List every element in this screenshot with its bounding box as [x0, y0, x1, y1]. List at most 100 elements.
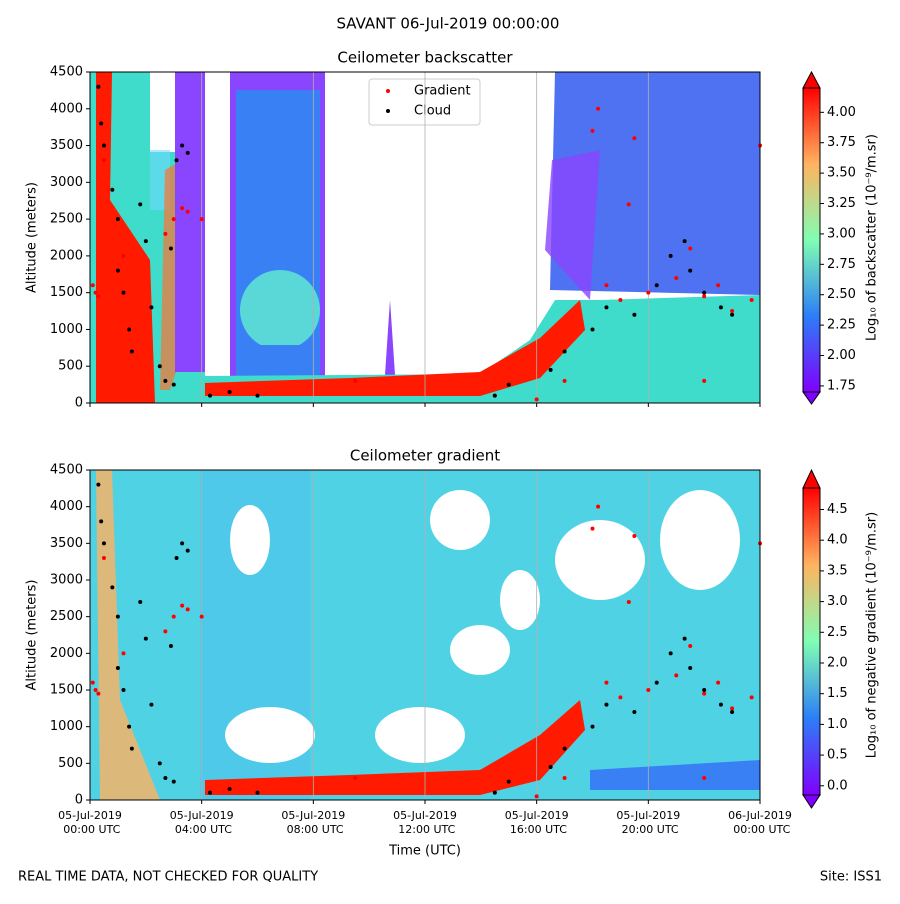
- point: [171, 382, 176, 387]
- point: [96, 84, 101, 89]
- point: [121, 290, 126, 295]
- colorbar-tick-label: 3.25: [827, 196, 856, 211]
- y-tick-label: 2000: [50, 248, 83, 263]
- point: [163, 776, 168, 780]
- point: [353, 378, 358, 383]
- point: [99, 519, 104, 524]
- point: [185, 209, 190, 214]
- point: [548, 765, 553, 769]
- point: [562, 349, 567, 354]
- point: [171, 779, 176, 784]
- point: [168, 644, 173, 648]
- point: [534, 397, 539, 402]
- point: [702, 290, 707, 295]
- point: [730, 309, 735, 314]
- point: [730, 710, 735, 714]
- legend-marker: [386, 109, 390, 113]
- point: [180, 143, 185, 148]
- point: [163, 629, 168, 634]
- point: [185, 150, 190, 155]
- colorbar-tick-label: 2.00: [827, 348, 856, 363]
- colorbar-tick-label: 3.00: [827, 226, 856, 241]
- point: [208, 790, 213, 795]
- point: [562, 746, 567, 751]
- legend: Gradient Cloud: [368, 78, 481, 126]
- y-axis-label: Altitude (meters): [25, 580, 40, 691]
- point: [171, 217, 176, 222]
- point: [138, 202, 143, 207]
- point: [674, 275, 679, 280]
- point: [562, 378, 567, 383]
- legend-box: [368, 78, 481, 126]
- point: [590, 724, 595, 729]
- point: [180, 206, 185, 211]
- point: [143, 636, 148, 641]
- y-tick-label: 3000: [50, 573, 83, 588]
- point: [618, 298, 623, 303]
- colorbar-tick-label: 4.00: [827, 105, 856, 120]
- point: [688, 666, 693, 670]
- point: [115, 217, 120, 222]
- point: [127, 327, 132, 332]
- point: [127, 724, 132, 729]
- point: [492, 393, 497, 398]
- x-tick-label: 05-Jul-2019 16:00 UTC: [505, 809, 569, 836]
- y-tick-label: 2500: [50, 212, 83, 227]
- colorbar-extend-max: [802, 468, 821, 489]
- point: [96, 691, 101, 696]
- point: [506, 382, 511, 387]
- point: [227, 787, 232, 791]
- point: [227, 389, 232, 394]
- footer-note: REAL TIME DATA, NOT CHECKED FOR QUALITY: [18, 870, 318, 885]
- point: [171, 614, 176, 619]
- point: [143, 239, 148, 244]
- point: [180, 541, 185, 546]
- point: [682, 239, 687, 244]
- colorbar-tick-label: 3.75: [827, 135, 856, 150]
- point: [110, 187, 115, 192]
- point: [101, 158, 106, 163]
- point: [688, 246, 693, 251]
- point: [562, 776, 567, 780]
- y-tick-label: 2500: [50, 609, 83, 624]
- point: [604, 283, 609, 288]
- chart-title: Ceilometer backscatter: [337, 49, 513, 67]
- backscatter-field: [90, 72, 760, 403]
- colorbar-tick-label: 1.75: [827, 378, 856, 393]
- point: [632, 710, 637, 714]
- colorbar-tick-label: 0.5: [827, 748, 848, 763]
- colorbar: [802, 487, 821, 796]
- y-tick-label: 1500: [50, 683, 83, 698]
- point: [149, 305, 154, 310]
- point: [654, 680, 659, 685]
- x-tick-label: 05-Jul-2019 12:00 UTC: [393, 809, 457, 836]
- point: [101, 541, 106, 546]
- point: [604, 702, 609, 707]
- legend-marker: [386, 89, 390, 93]
- point: [101, 556, 106, 560]
- point: [96, 294, 101, 299]
- point: [718, 305, 723, 310]
- point: [596, 504, 601, 509]
- y-tick-label: 1500: [50, 285, 83, 300]
- point: [749, 298, 754, 303]
- point: [115, 614, 120, 619]
- point: [129, 746, 134, 751]
- point: [654, 283, 659, 288]
- point: [626, 600, 631, 604]
- colorbar-tick-label: 2.0: [827, 655, 848, 670]
- colorbar-extend-min: [802, 391, 821, 405]
- colorbar-tick-label: 3.5: [827, 563, 848, 578]
- colorbar-tick-label: 2.25: [827, 318, 856, 333]
- x-tick-label: 05-Jul-2019 08:00 UTC: [281, 809, 345, 836]
- colorbar-tick-label: 2.75: [827, 257, 856, 272]
- point: [618, 695, 623, 700]
- point: [702, 378, 707, 383]
- point: [208, 393, 213, 398]
- x-tick-label: 05-Jul-2019 04:00 UTC: [170, 809, 234, 836]
- point: [149, 702, 154, 707]
- point: [110, 585, 115, 590]
- point: [668, 651, 673, 656]
- point: [646, 688, 651, 692]
- point: [730, 312, 735, 317]
